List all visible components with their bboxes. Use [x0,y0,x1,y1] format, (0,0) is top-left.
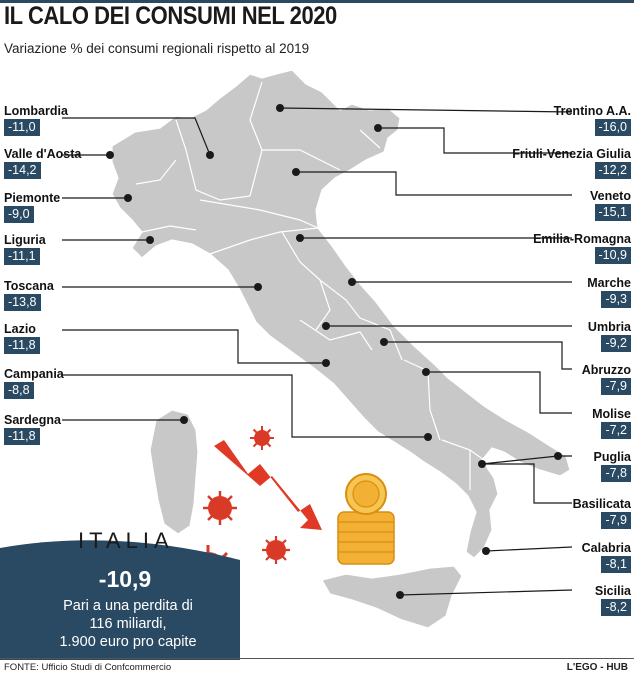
region-label-piemonte: Piemonte -9,0 [4,191,61,223]
value-badge: -11,8 [4,428,40,445]
value-badge: -13,8 [4,294,41,311]
value-badge: -8,2 [601,599,631,616]
value-badge: -9,3 [601,291,631,308]
region-label-calabria: Calabria -8,1 [581,541,631,573]
italia-heading: ITALIA [78,528,174,553]
credit-note: L'EGO - HUB [566,662,628,673]
region-label-marche: Marche -9,3 [587,276,631,308]
region-borders [135,81,485,490]
region-label-basilicata: Basilicata -7,9 [572,497,631,529]
sicilia-shape [321,565,463,629]
value-badge: -8,8 [4,382,34,399]
region-label-lombardia: Lombardia -11,0 [4,104,68,136]
value-badge: -16,0 [594,119,631,136]
value-badge: -10,9 [594,247,631,264]
page-title: IL CALO DEI CONSUMI NEL 2020 [4,2,337,30]
italia-value: -10,9 [98,566,152,592]
footer-rule [0,658,634,659]
region-label-trentino: Trentino A.A. -16,0 [553,104,631,136]
region-label-emilia-romagna: Emilia-Romagna -10,9 [533,232,631,264]
region-label-abruzzo: Abruzzo -7,9 [581,363,631,395]
value-badge: -12,2 [594,162,631,179]
region-label-molise: Molise -7,2 [592,407,631,439]
source-note: FONTE: Ufficio Studi di Confcommercio [4,662,172,673]
italy-mainland-shape [111,69,571,559]
region-label-puglia: Puglia -7,8 [593,450,631,482]
italia-summary-box [0,540,240,660]
value-badge: -7,9 [601,512,631,529]
downward-arrow-icon [214,440,322,530]
value-badge: -9,0 [4,206,34,223]
region-label-liguria: Liguria -11,1 [4,233,46,265]
sardegna-shape [149,409,199,535]
value-badge: -9,2 [601,335,631,352]
coin-stack-icon [337,473,395,565]
region-label-umbria: Umbria -9,2 [587,320,631,352]
value-badge: -7,8 [601,465,631,482]
region-label-campania: Campania -8,8 [4,367,64,399]
leader-lines [62,107,573,596]
page-subtitle: Variazione % dei consumi regionali rispe… [4,41,310,56]
region-label-sicilia: Sicilia -8,2 [594,584,631,616]
region-label-lazio: Lazio -11,8 [4,322,40,354]
value-badge: -7,9 [601,378,631,395]
value-badge: -11,8 [4,337,40,354]
top-rule [0,0,634,3]
italia-description: Pari a una perdita di 116 miliardi, 1.90… [59,598,197,650]
region-label-valle-aosta: Valle d'Aosta -14,2 [4,147,82,179]
value-badge: -11,0 [4,119,40,136]
value-badge: -11,1 [4,248,40,265]
region-label-veneto: Veneto -15,1 [590,189,631,221]
value-badge: -7,2 [601,422,631,439]
region-label-friuli: Friuli-Venezia Giulia -12,2 [512,147,631,179]
value-badge: -15,1 [594,204,631,221]
value-badge: -14,2 [4,162,41,179]
region-label-sardegna: Sardegna -11,8 [4,413,61,445]
value-badge: -8,1 [601,556,631,573]
region-label-toscana: Toscana -13,8 [4,279,54,311]
leader-dots [106,104,562,599]
